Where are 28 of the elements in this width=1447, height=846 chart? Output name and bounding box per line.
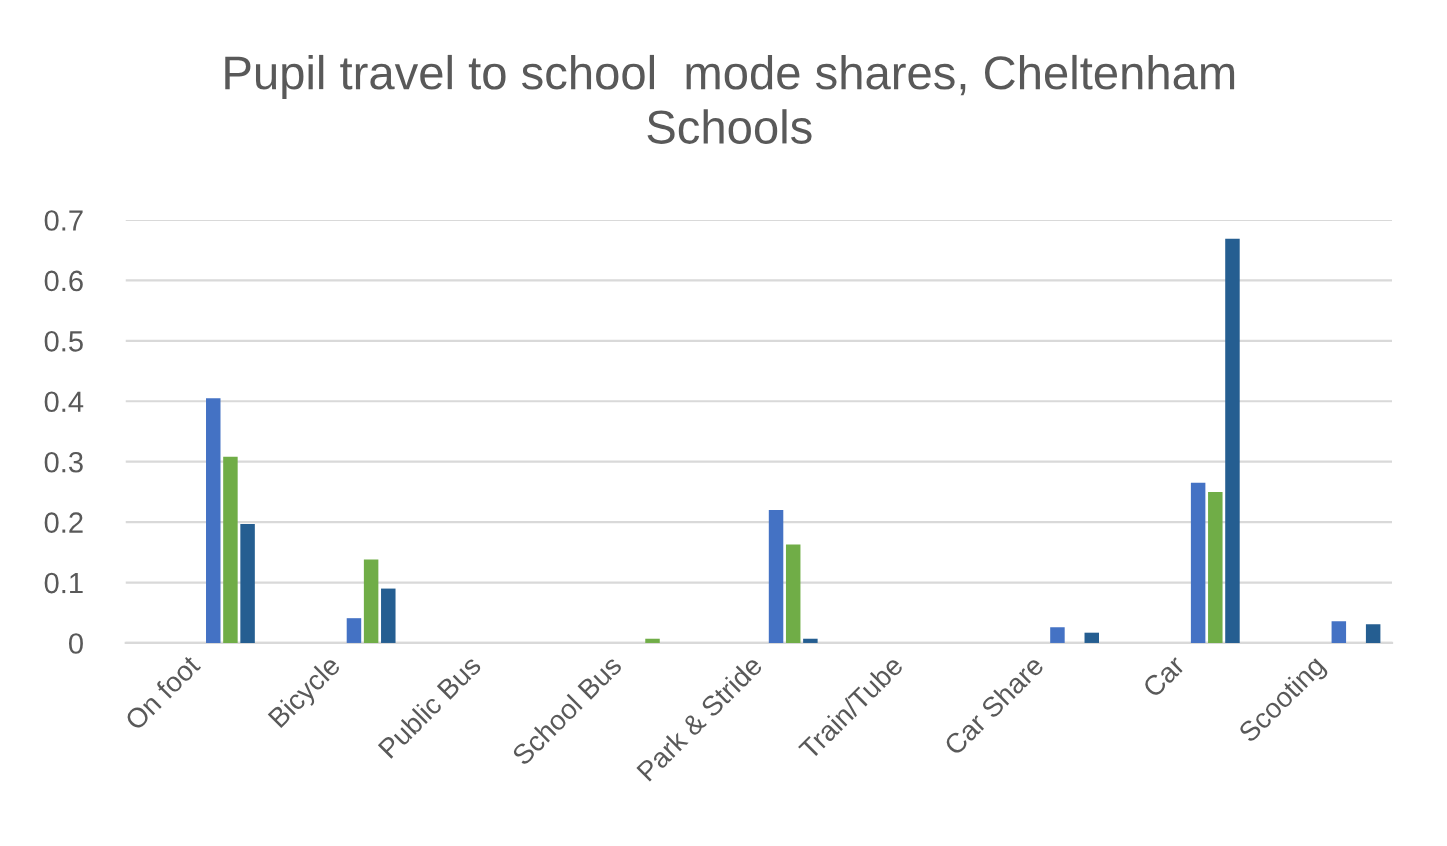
bar	[1208, 491, 1223, 643]
bar	[363, 559, 379, 643]
y-tick-label: 0.4	[44, 391, 84, 413]
x-tick-label: Car	[1141, 654, 1186, 699]
bar	[803, 638, 818, 643]
y-tick-label: 0.7	[44, 210, 83, 231]
y-tick-label: 0	[69, 633, 83, 654]
bar	[1365, 624, 1381, 643]
bar	[645, 638, 660, 643]
x-tick-label: On foot	[123, 653, 202, 732]
bar	[768, 510, 784, 643]
bar	[223, 456, 238, 643]
bar	[206, 398, 221, 643]
y-tick-label: 0.2	[44, 512, 83, 533]
bar	[1084, 632, 1100, 643]
bar	[1050, 627, 1065, 643]
bar	[381, 588, 396, 643]
chart-title: Pupil travel to school mode shares, Cheltenham Schools	[225, 54, 1235, 144]
bar	[1331, 621, 1347, 643]
y-tick-label: 0.3	[44, 451, 83, 473]
bar	[346, 618, 362, 643]
bar	[785, 544, 801, 643]
y-tick-label: 0.5	[44, 331, 83, 352]
bar	[240, 523, 255, 643]
bar	[1190, 482, 1206, 643]
y-tick-label: 0.1	[44, 572, 83, 594]
y-tick-label: 0.6	[44, 270, 83, 292]
bar	[1225, 238, 1240, 643]
